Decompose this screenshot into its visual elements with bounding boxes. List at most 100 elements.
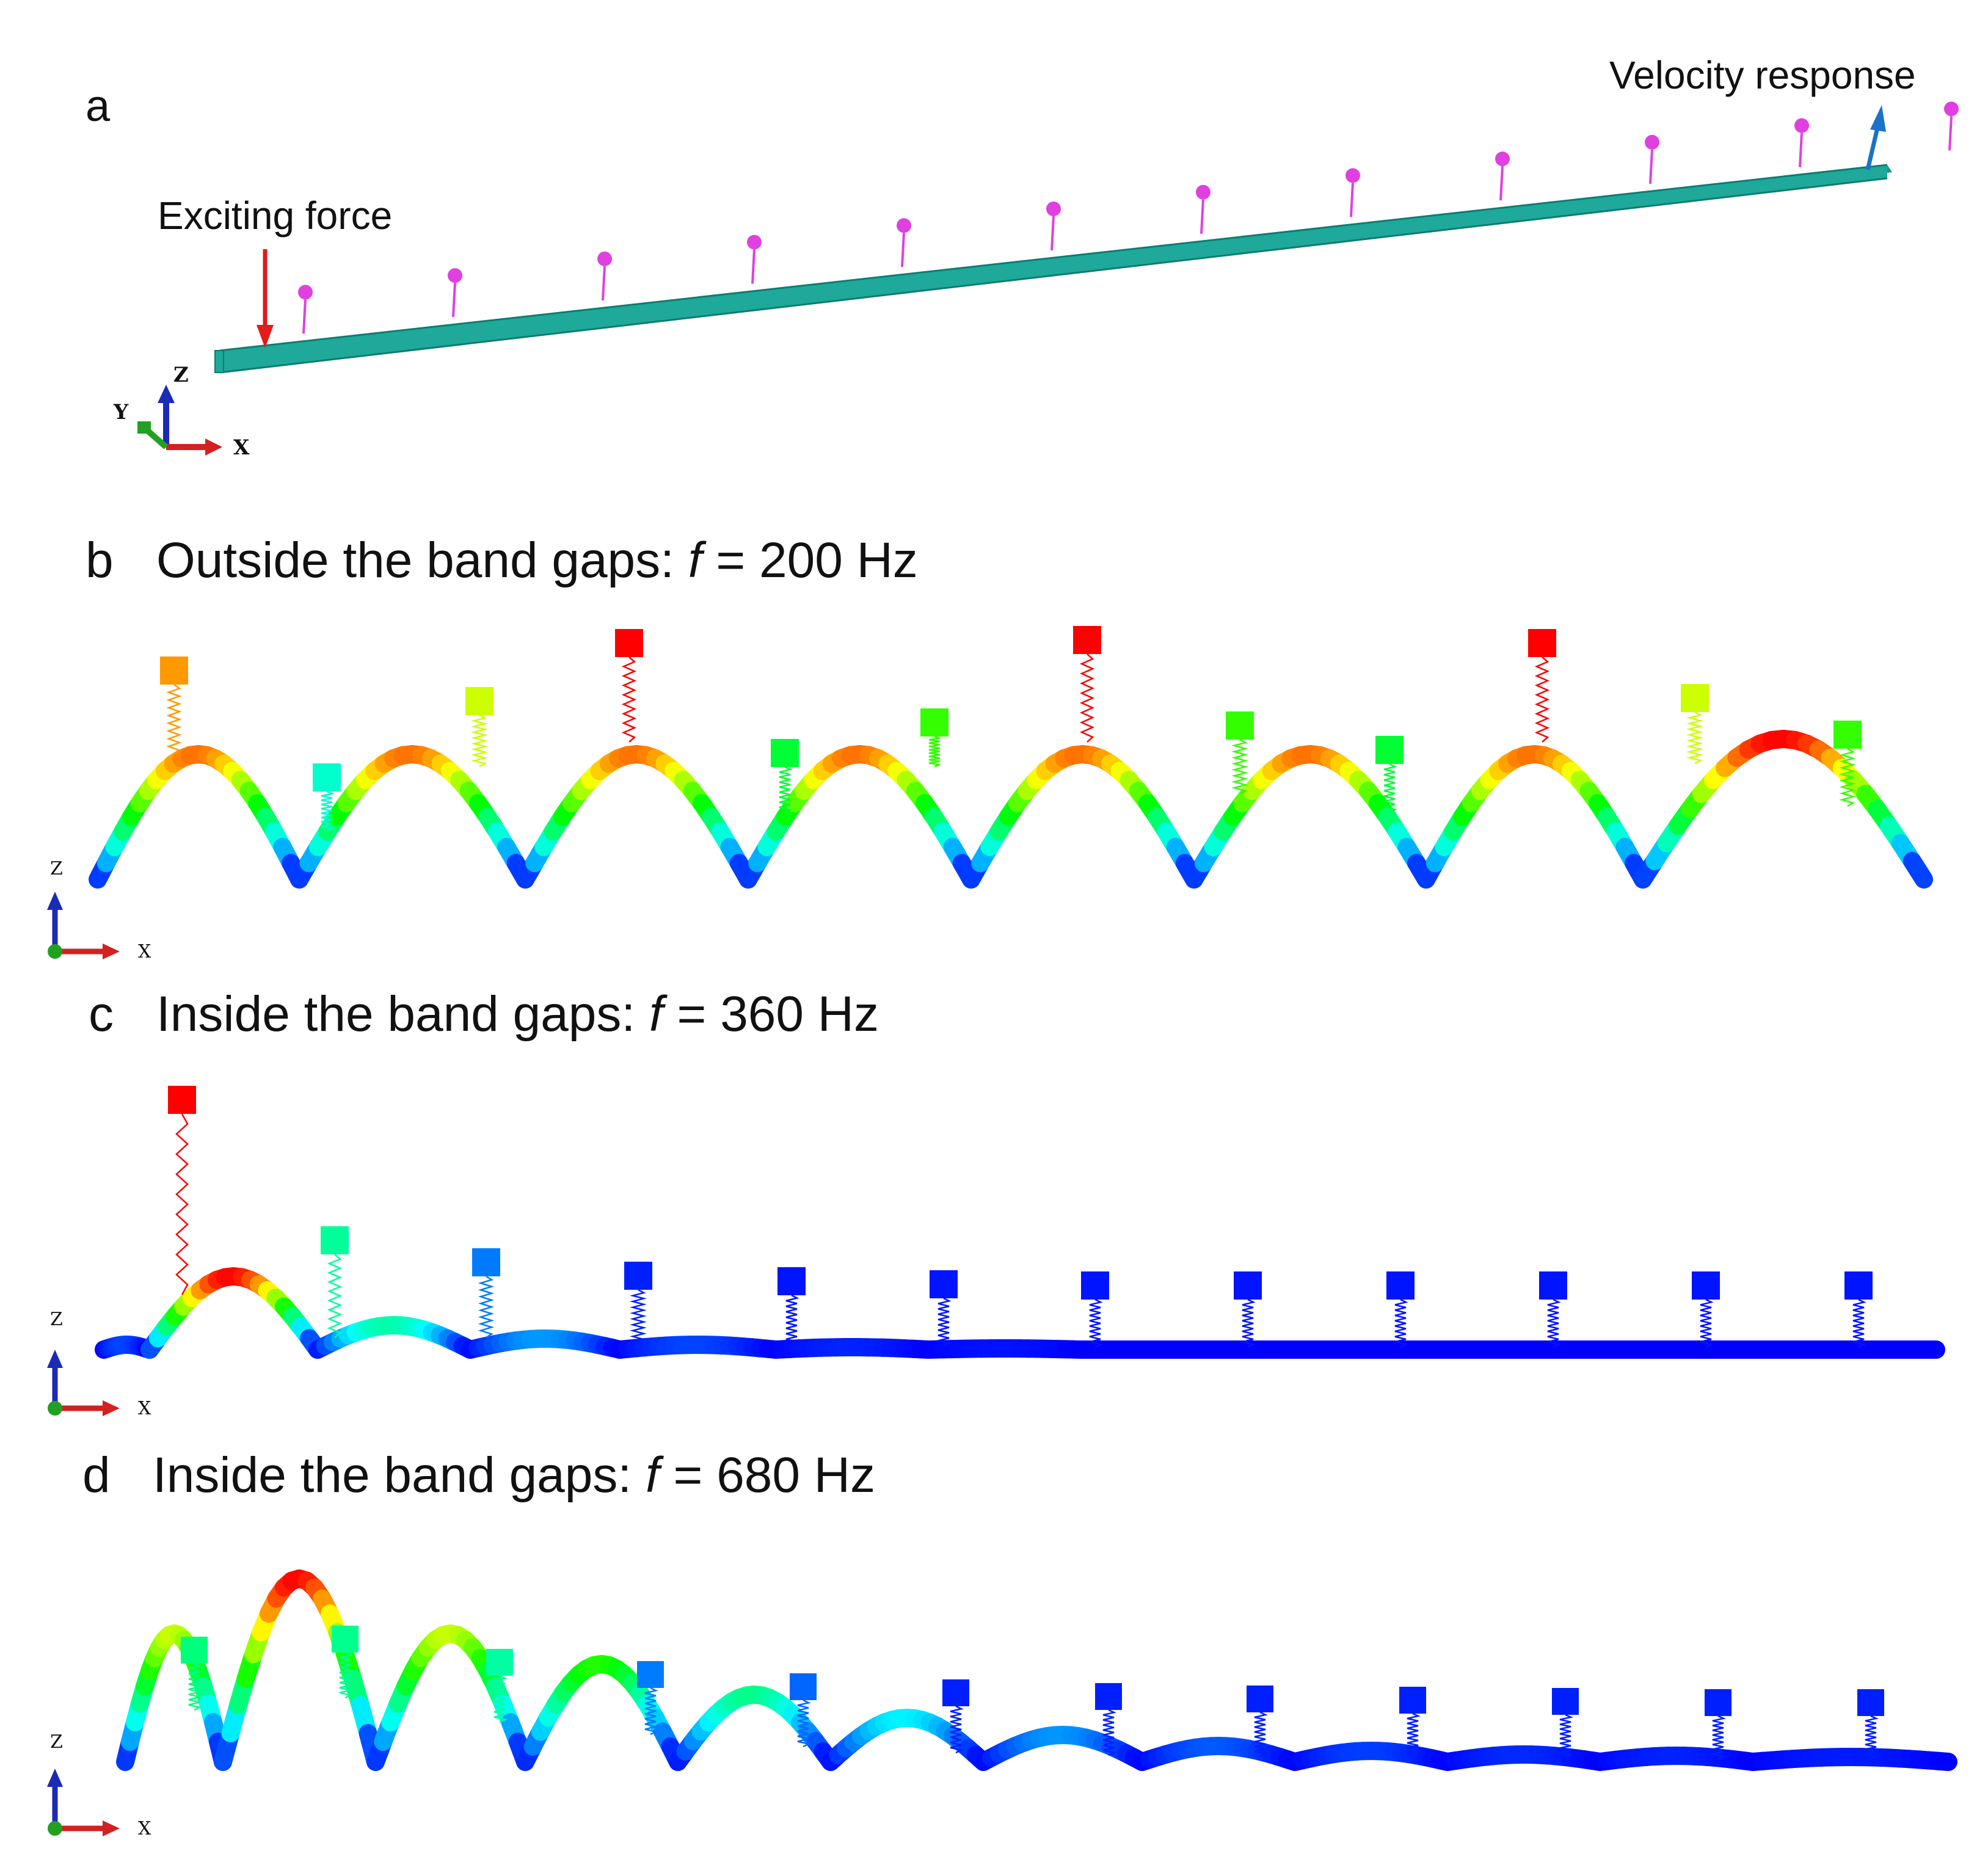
panel-b-letter: b [86,533,114,588]
resonator-mass [597,251,612,266]
axis-triad-2d: Z X [47,1731,151,1839]
axis-triad-2d: Z X [47,1309,151,1419]
resonator-spring [339,1651,353,1699]
resonator-pin [1050,216,1055,251]
resonator-spring [321,790,335,832]
resonator-spring [1559,1714,1574,1759]
axis-triad-2d: Z X [47,858,151,962]
resonator-mass [942,1679,969,1706]
resonator-mass [1794,118,1809,133]
resonator-mass [472,1248,500,1276]
resonator-spring [175,1113,189,1295]
velocity-response-label: Velocity response [1609,53,1916,97]
axis-label-z: Z [173,363,189,387]
beam-3d [220,165,1887,373]
resonator-mass [321,1226,349,1254]
resonator-mass [486,1649,513,1676]
resonator-spring [471,714,488,768]
resonator-spring [1383,763,1397,813]
resonator-row [168,1086,1873,1348]
resonator-spring [1242,1298,1256,1348]
resonator-mass [771,739,799,767]
resonator-spring [1686,711,1703,765]
resonator-mass [168,1086,196,1114]
resonator-mass [1226,711,1254,740]
resonator-spring [644,1687,658,1736]
exciting-force-label: Exciting force [158,194,392,238]
resonator-mass [313,763,341,791]
resonator-spring [1700,1298,1714,1348]
panel-d: d Inside the band gaps: f = 680 Hz Z X [47,1447,1957,1839]
deformed-beam-680hz [116,1569,1957,1771]
resonator-mass [897,218,911,233]
resonator-spring [1865,1715,1879,1760]
velocity-response-arrow [1865,105,1886,170]
resonator-mass [1528,629,1556,657]
resonator-mass [1095,1683,1122,1710]
resonator-mass [1692,1271,1720,1300]
resonator-mass [448,268,462,283]
axis-label-x: X [138,941,151,962]
resonator-mass [1375,736,1404,764]
resonator-pin [1649,149,1653,184]
resonator-spring [630,1289,647,1344]
resonator-spring [779,766,793,813]
resonator-row [181,1626,1884,1760]
arrow-down-icon [257,325,274,348]
resonator-mass [1539,1271,1567,1300]
panel-c: c Inside the band gaps: f = 360 Hz Z X [47,986,1945,1419]
resonator-mass [624,1262,652,1290]
panel-a-letter: a [86,82,111,131]
resonator-pin [1499,166,1504,201]
resonator-pin [751,249,756,284]
resonator-mass [615,629,643,657]
panel-c-letter: c [89,986,114,1042]
resonator-pin [1948,116,1953,151]
resonator-spring [1839,747,1856,807]
resonator-spring [188,1662,202,1711]
resonator-pin [452,283,456,318]
resonator-mass [1681,684,1709,712]
exciting-force-arrow [257,249,274,348]
resonator-spring [938,1297,952,1347]
resonator-mass [930,1270,958,1298]
resonator-mass [181,1637,208,1664]
deformed-beam-360hz [95,1267,1945,1359]
resonator-spring [166,683,182,755]
resonator-mass [1345,168,1360,183]
resonator-mass [160,656,188,685]
resonator-pin [901,233,905,267]
axis-label-x: X [138,1818,151,1839]
resonator-mass [747,235,762,250]
panel-d-letter: d [82,1447,111,1503]
resonator-pin [1350,183,1354,217]
resonator-mass [1234,1271,1262,1300]
resonator-mass [920,708,948,736]
resonator-pin [302,299,307,334]
resonator-mass [298,285,313,300]
resonator-mass [1705,1689,1731,1716]
resonator-pin [602,266,606,300]
resonator-spring [1534,656,1550,743]
resonator-mass [1857,1689,1884,1716]
panel-c-title: Inside the band gaps: f = 360 Hz [156,986,879,1042]
resonator-mass [790,1673,817,1700]
axis-label-z: Z [50,858,63,879]
axis-triad-3d: Z Y X [113,363,250,460]
panel-d-title: Inside the band gaps: f = 680 Hz [153,1447,875,1503]
resonator-pin [1799,133,1803,167]
resonator-mass [1944,101,1959,117]
resonator-mass [1399,1687,1426,1714]
axis-label-x: X [233,435,250,460]
resonator-mass [1844,1271,1873,1300]
resonator-spring [785,1294,799,1346]
axis-label-y: Y [113,400,129,424]
axis-label-z: Z [50,1309,63,1330]
resonator-spring [1079,653,1095,743]
resonator-spring [928,735,941,768]
resonator-row [298,101,1959,334]
resonator-mass [1552,1688,1579,1715]
panel-b-title: Outside the band gaps: f = 200 Hz [156,533,918,588]
resonator-mass [1081,1271,1109,1300]
